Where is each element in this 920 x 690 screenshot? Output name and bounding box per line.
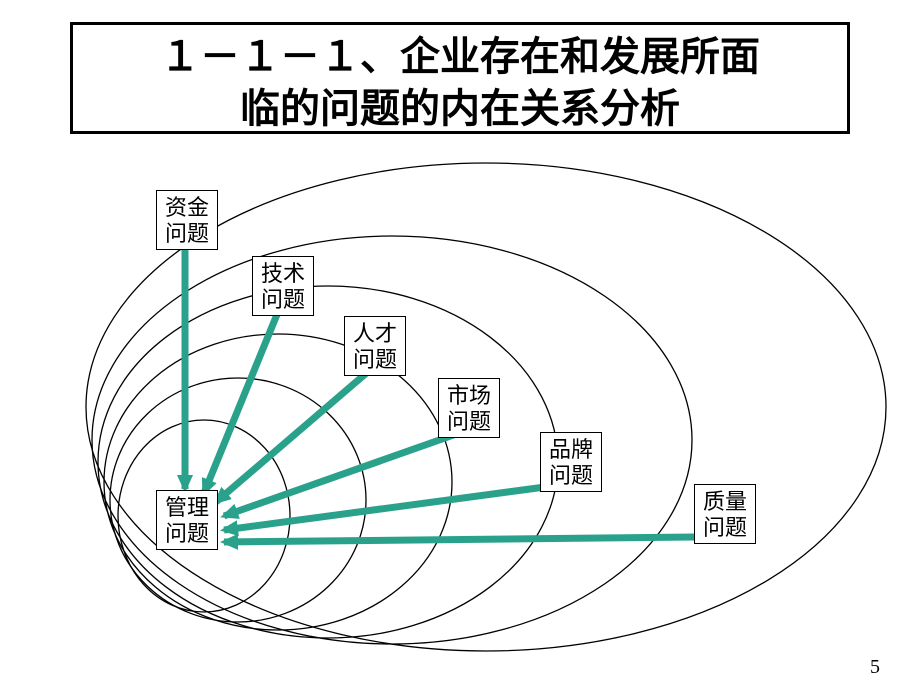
concentric-diagram (0, 0, 920, 690)
node-management-line1: 管理 (165, 495, 209, 520)
node-talent-line1: 人才 (353, 321, 397, 346)
node-technology-line2: 问题 (261, 287, 305, 312)
arrow-1 (204, 312, 278, 493)
node-technology: 技术问题 (252, 256, 314, 316)
ellipse-ring-3 (104, 334, 452, 630)
ellipse-ring-2 (98, 286, 558, 638)
node-brand-line1: 品牌 (549, 437, 593, 462)
node-market: 市场问题 (438, 378, 500, 438)
page-number: 5 (870, 656, 880, 679)
node-brand: 品牌问题 (540, 432, 602, 492)
arrow-4 (224, 485, 560, 530)
node-quality-line1: 质量 (703, 489, 747, 514)
node-capital: 资金问题 (156, 190, 218, 250)
node-quality: 质量问题 (694, 484, 756, 544)
node-talent-line2: 问题 (353, 347, 397, 372)
node-quality-line2: 问题 (703, 515, 747, 540)
node-management-line2: 问题 (165, 521, 209, 546)
node-capital-line1: 资金 (165, 195, 209, 220)
node-management: 管理问题 (156, 490, 218, 550)
node-capital-line2: 问题 (165, 221, 209, 246)
node-brand-line2: 问题 (549, 463, 593, 488)
node-technology-line1: 技术 (261, 261, 305, 286)
node-market-line1: 市场 (447, 383, 491, 408)
arrow-5 (224, 537, 694, 542)
node-market-line2: 问题 (447, 409, 491, 434)
node-talent: 人才问题 (344, 316, 406, 376)
